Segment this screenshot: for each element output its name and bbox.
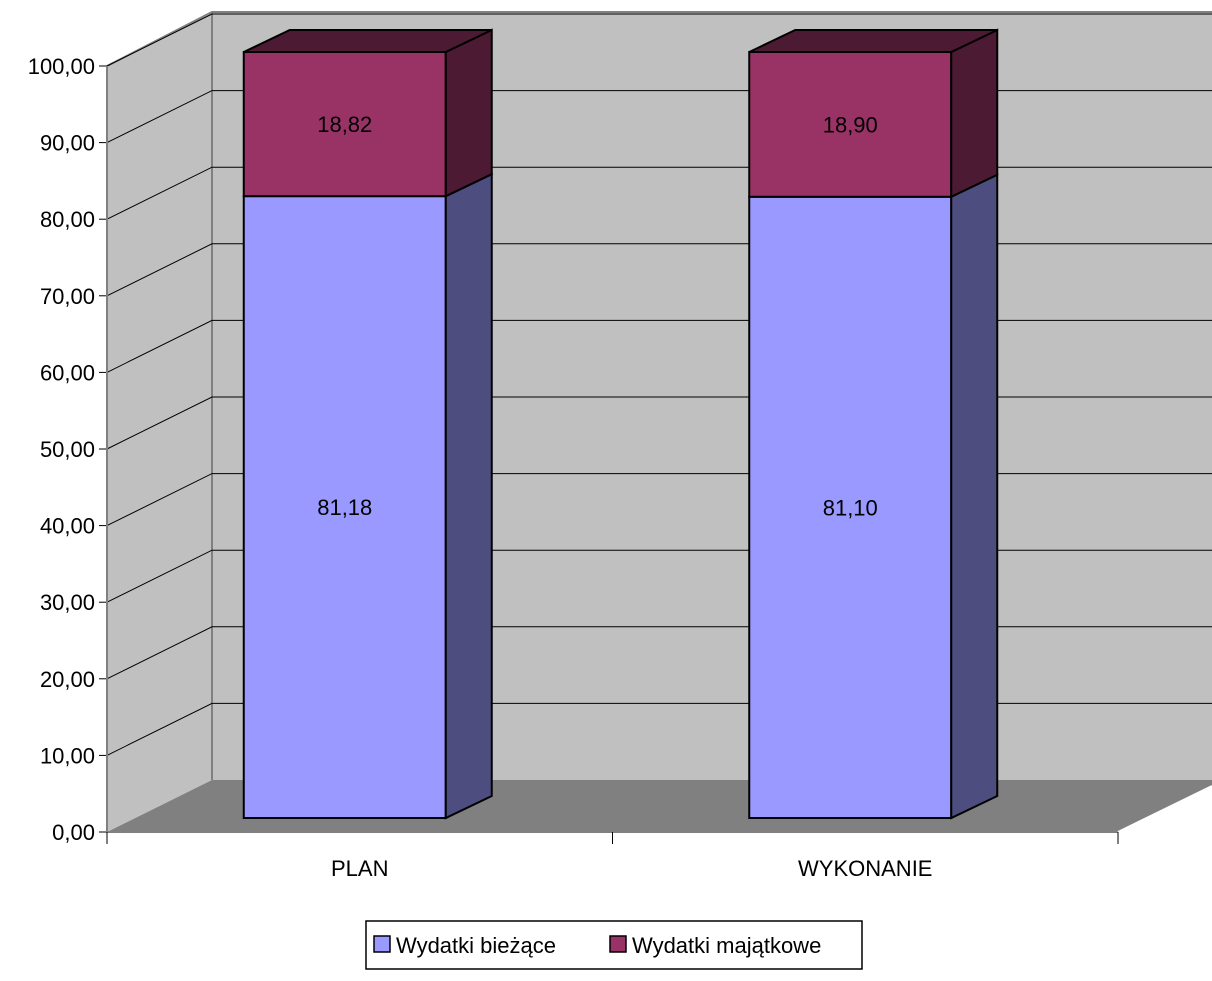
bar-side-wykonanie-1: [950, 28, 999, 199]
y-tick-label: 90,00: [40, 131, 95, 156]
data-label: 18,82: [317, 112, 372, 137]
legend-swatch: [373, 935, 391, 953]
y-tick-label: 0,00: [52, 820, 95, 845]
data-label: 81,18: [317, 495, 372, 520]
y-tick-label: 70,00: [40, 284, 95, 309]
bar-front-wykonanie-0: [748, 195, 953, 820]
bar-side-wykonanie-0: [950, 173, 999, 820]
bar-front-plan-1: [242, 51, 447, 198]
y-tick-label: 10,00: [40, 743, 95, 768]
floor-right-edge: [1117, 785, 1212, 833]
x-tick-label: PLAN: [331, 856, 388, 881]
bar-side-plan-1: [444, 28, 493, 198]
y-tick-label: 80,00: [40, 207, 95, 232]
legend: Wydatki bieżące Wydatki majątkowe: [365, 920, 863, 970]
legend-label: Wydatki majątkowe: [632, 933, 821, 958]
y-tick-label: 50,00: [40, 437, 95, 462]
x-tick-label: WYKONANIE: [798, 856, 932, 881]
y-tick-label: 20,00: [40, 667, 95, 692]
y-tick-label: 30,00: [40, 590, 95, 615]
data-label: 81,10: [823, 495, 878, 520]
bars: [242, 28, 999, 820]
data-labels: 81,18 18,82 81,10 18,90: [317, 112, 878, 520]
legend-label: Wydatki bieżące: [396, 933, 556, 958]
y-tick-label: 100,00: [28, 54, 95, 79]
data-label: 18,90: [823, 112, 878, 137]
bar-top-plan: [243, 29, 493, 53]
side-wall: [107, 12, 212, 832]
bar-top-wykonanie: [748, 29, 998, 53]
category-axis: PLAN WYKONANIE: [106, 785, 1212, 881]
bar-front-plan-0: [242, 195, 447, 819]
value-axis: 0,00 10,00 20,00 30,00 40,00 50,00 60,00 70,00 8…: [28, 54, 108, 845]
y-tick-label: 60,00: [40, 360, 95, 385]
gridline: [106, 13, 1212, 67]
bar-side-plan-0: [444, 172, 493, 820]
y-tick-label: 40,00: [40, 514, 95, 539]
legend-swatch: [609, 935, 627, 953]
